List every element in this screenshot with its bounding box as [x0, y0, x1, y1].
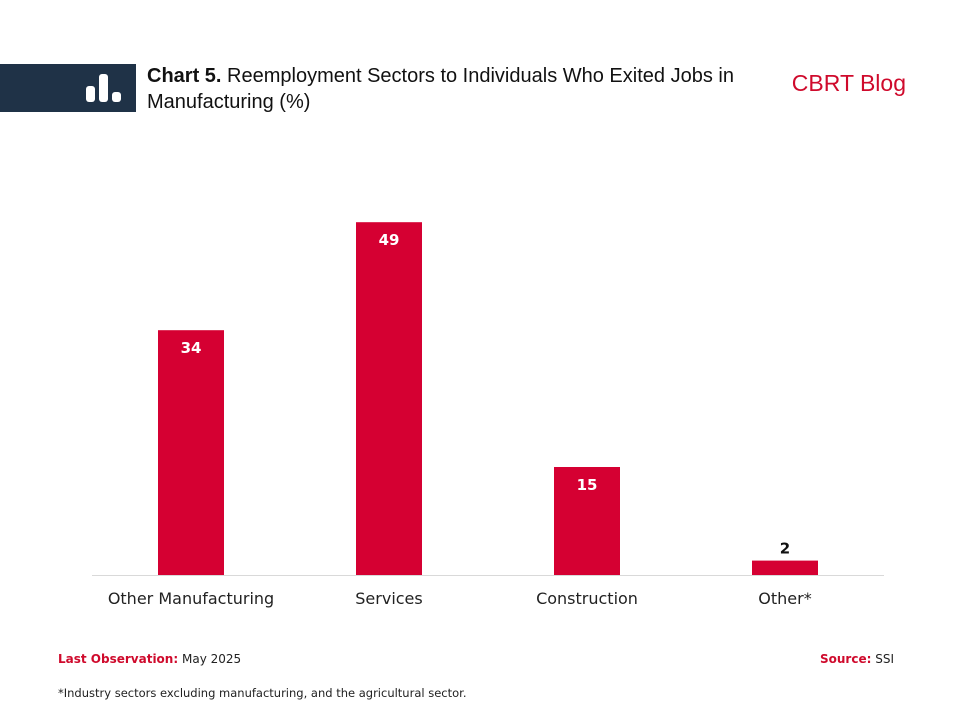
bar-services — [356, 222, 422, 575]
source-label: Source: — [819, 652, 872, 666]
labels-group: 34 Other Manufacturing 49 Services 15 Constru… — [108, 231, 812, 608]
data-label: 2 — [780, 540, 790, 558]
data-label: 34 — [181, 339, 202, 357]
category-label: Services — [355, 589, 422, 608]
last-observation: Last Observation: May 2025 — [58, 652, 241, 666]
chart-number: Chart 5. — [147, 65, 222, 87]
category-label: Other Manufacturing — [108, 589, 274, 608]
source: Source: SSI — [820, 652, 894, 666]
header-band — [0, 64, 136, 112]
category-label: Other* — [758, 589, 811, 608]
data-label: 15 — [577, 476, 598, 494]
data-label: 49 — [379, 231, 400, 249]
last-observation-value: May 2025 — [181, 652, 242, 666]
bar-other — [752, 560, 818, 575]
chart-title: Chart 5. Reemployment Sectors to Individ… — [147, 63, 777, 115]
source-value: SSI — [875, 652, 894, 666]
brand-logo: CBRT Blog — [791, 70, 906, 96]
chart-title-text: Reemployment Sectors to Individuals Who … — [147, 65, 734, 113]
bar-other-manufacturing — [158, 330, 224, 575]
category-label: Construction — [536, 589, 638, 608]
footnote: *Industry sectors excluding manufacturin… — [58, 686, 467, 700]
last-observation-label: Last Observation: — [58, 652, 179, 666]
bar-chart-icon — [86, 74, 121, 102]
bar-chart: 34 Other Manufacturing 49 Services 15 Constru… — [92, 222, 884, 608]
bars-group — [158, 222, 818, 575]
bar-construction — [554, 467, 620, 575]
